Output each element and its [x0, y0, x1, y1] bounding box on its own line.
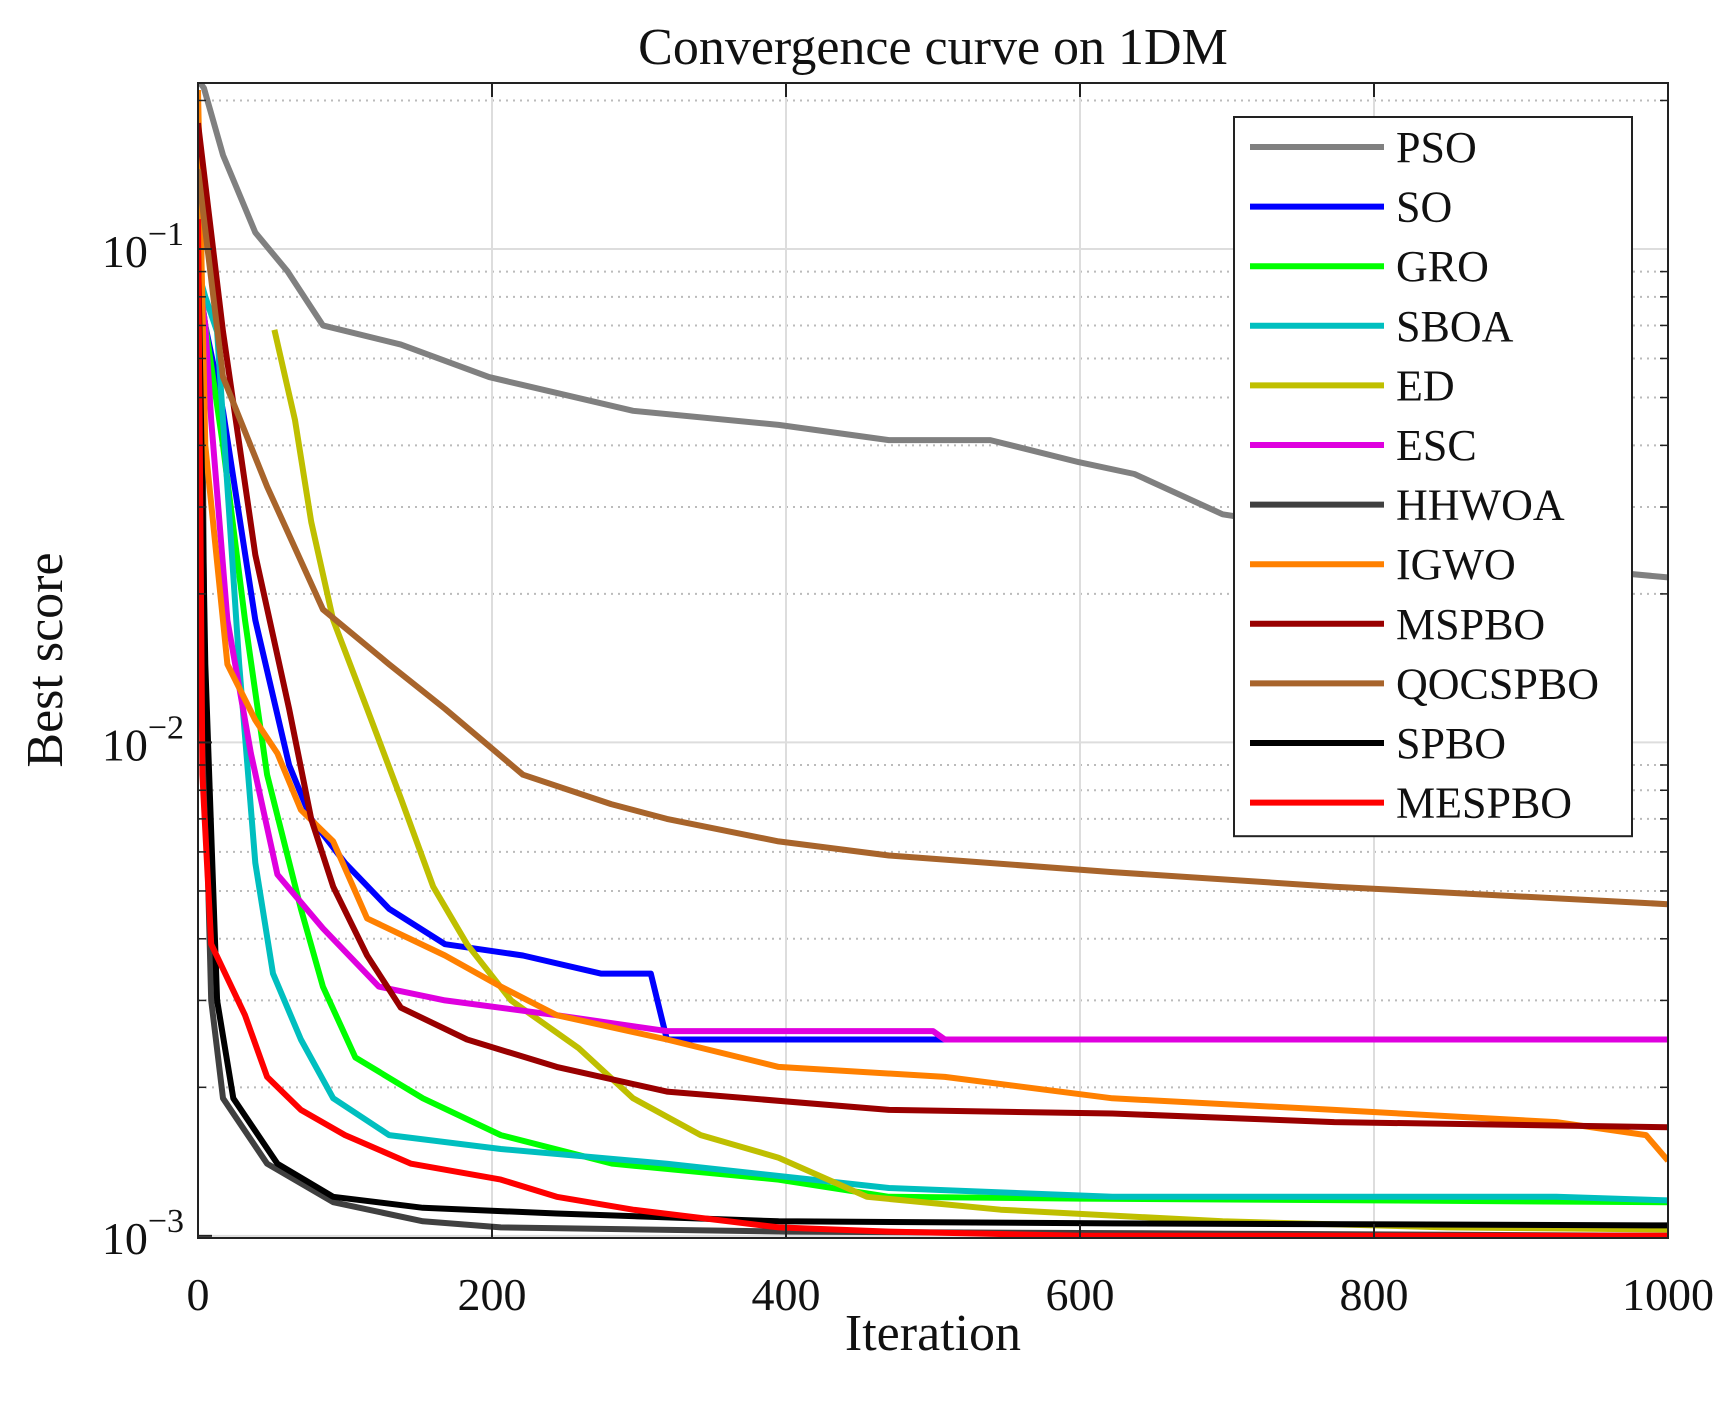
legend-label: PSO [1396, 123, 1477, 172]
series-line-sboa [198, 270, 1668, 1204]
series-line-qocspbo [198, 169, 1668, 908]
legend-label: SO [1396, 183, 1452, 232]
series-line-igwo [198, 89, 1668, 1163]
legend-label: QOCSPBO [1396, 659, 1599, 708]
axis-ticks: 10−3 10−2 10−1 0 200 400 600 800 1000 [102, 83, 1714, 1320]
legend-label: HHWOA [1396, 481, 1565, 530]
series-line-spbo [198, 248, 1668, 1229]
x-tick-label: 1000 [1622, 1269, 1714, 1320]
series-line-mespbo [198, 219, 1668, 1238]
series-line-mspbo [198, 122, 1668, 1131]
legend-label: SPBO [1396, 719, 1506, 768]
legend-box [1233, 116, 1633, 838]
series-line-ed [271, 329, 1668, 1233]
y-axis-label: Best score [17, 552, 74, 767]
legend-label: GRO [1396, 242, 1489, 291]
legend-label: ED [1396, 361, 1455, 410]
x-axis-label: Iteration [845, 1305, 1021, 1362]
series-lines [198, 83, 1668, 1238]
chart-title: Convergence curve on 1DM [638, 19, 1228, 76]
y-tick-label: 10−1 [102, 216, 184, 277]
x-tick-label: 200 [458, 1269, 527, 1320]
series-line-gro [198, 271, 1668, 1206]
legend-label: ESC [1396, 421, 1477, 470]
legend-label: MESPBO [1396, 779, 1572, 828]
series-line-so [198, 271, 1668, 1043]
x-tick-label: 0 [187, 1269, 210, 1320]
y-tick-label: 10−3 [102, 1203, 184, 1264]
plot-frame [197, 82, 1669, 1239]
legend-label: IGWO [1396, 540, 1516, 589]
legend: PSO SO GRO SBOA ED ESC HHWOA IGWO MSPBO QOCSPBO SP… [1233, 116, 1633, 838]
x-tick-label: 800 [1340, 1269, 1409, 1320]
series-line-esc [198, 271, 1668, 1043]
legend-label: MSPBO [1396, 600, 1545, 649]
x-tick-label: 400 [752, 1269, 821, 1320]
y-tick-label: 10−2 [102, 709, 184, 770]
legend-label: SBOA [1396, 302, 1514, 351]
x-tick-label: 600 [1046, 1269, 1115, 1320]
